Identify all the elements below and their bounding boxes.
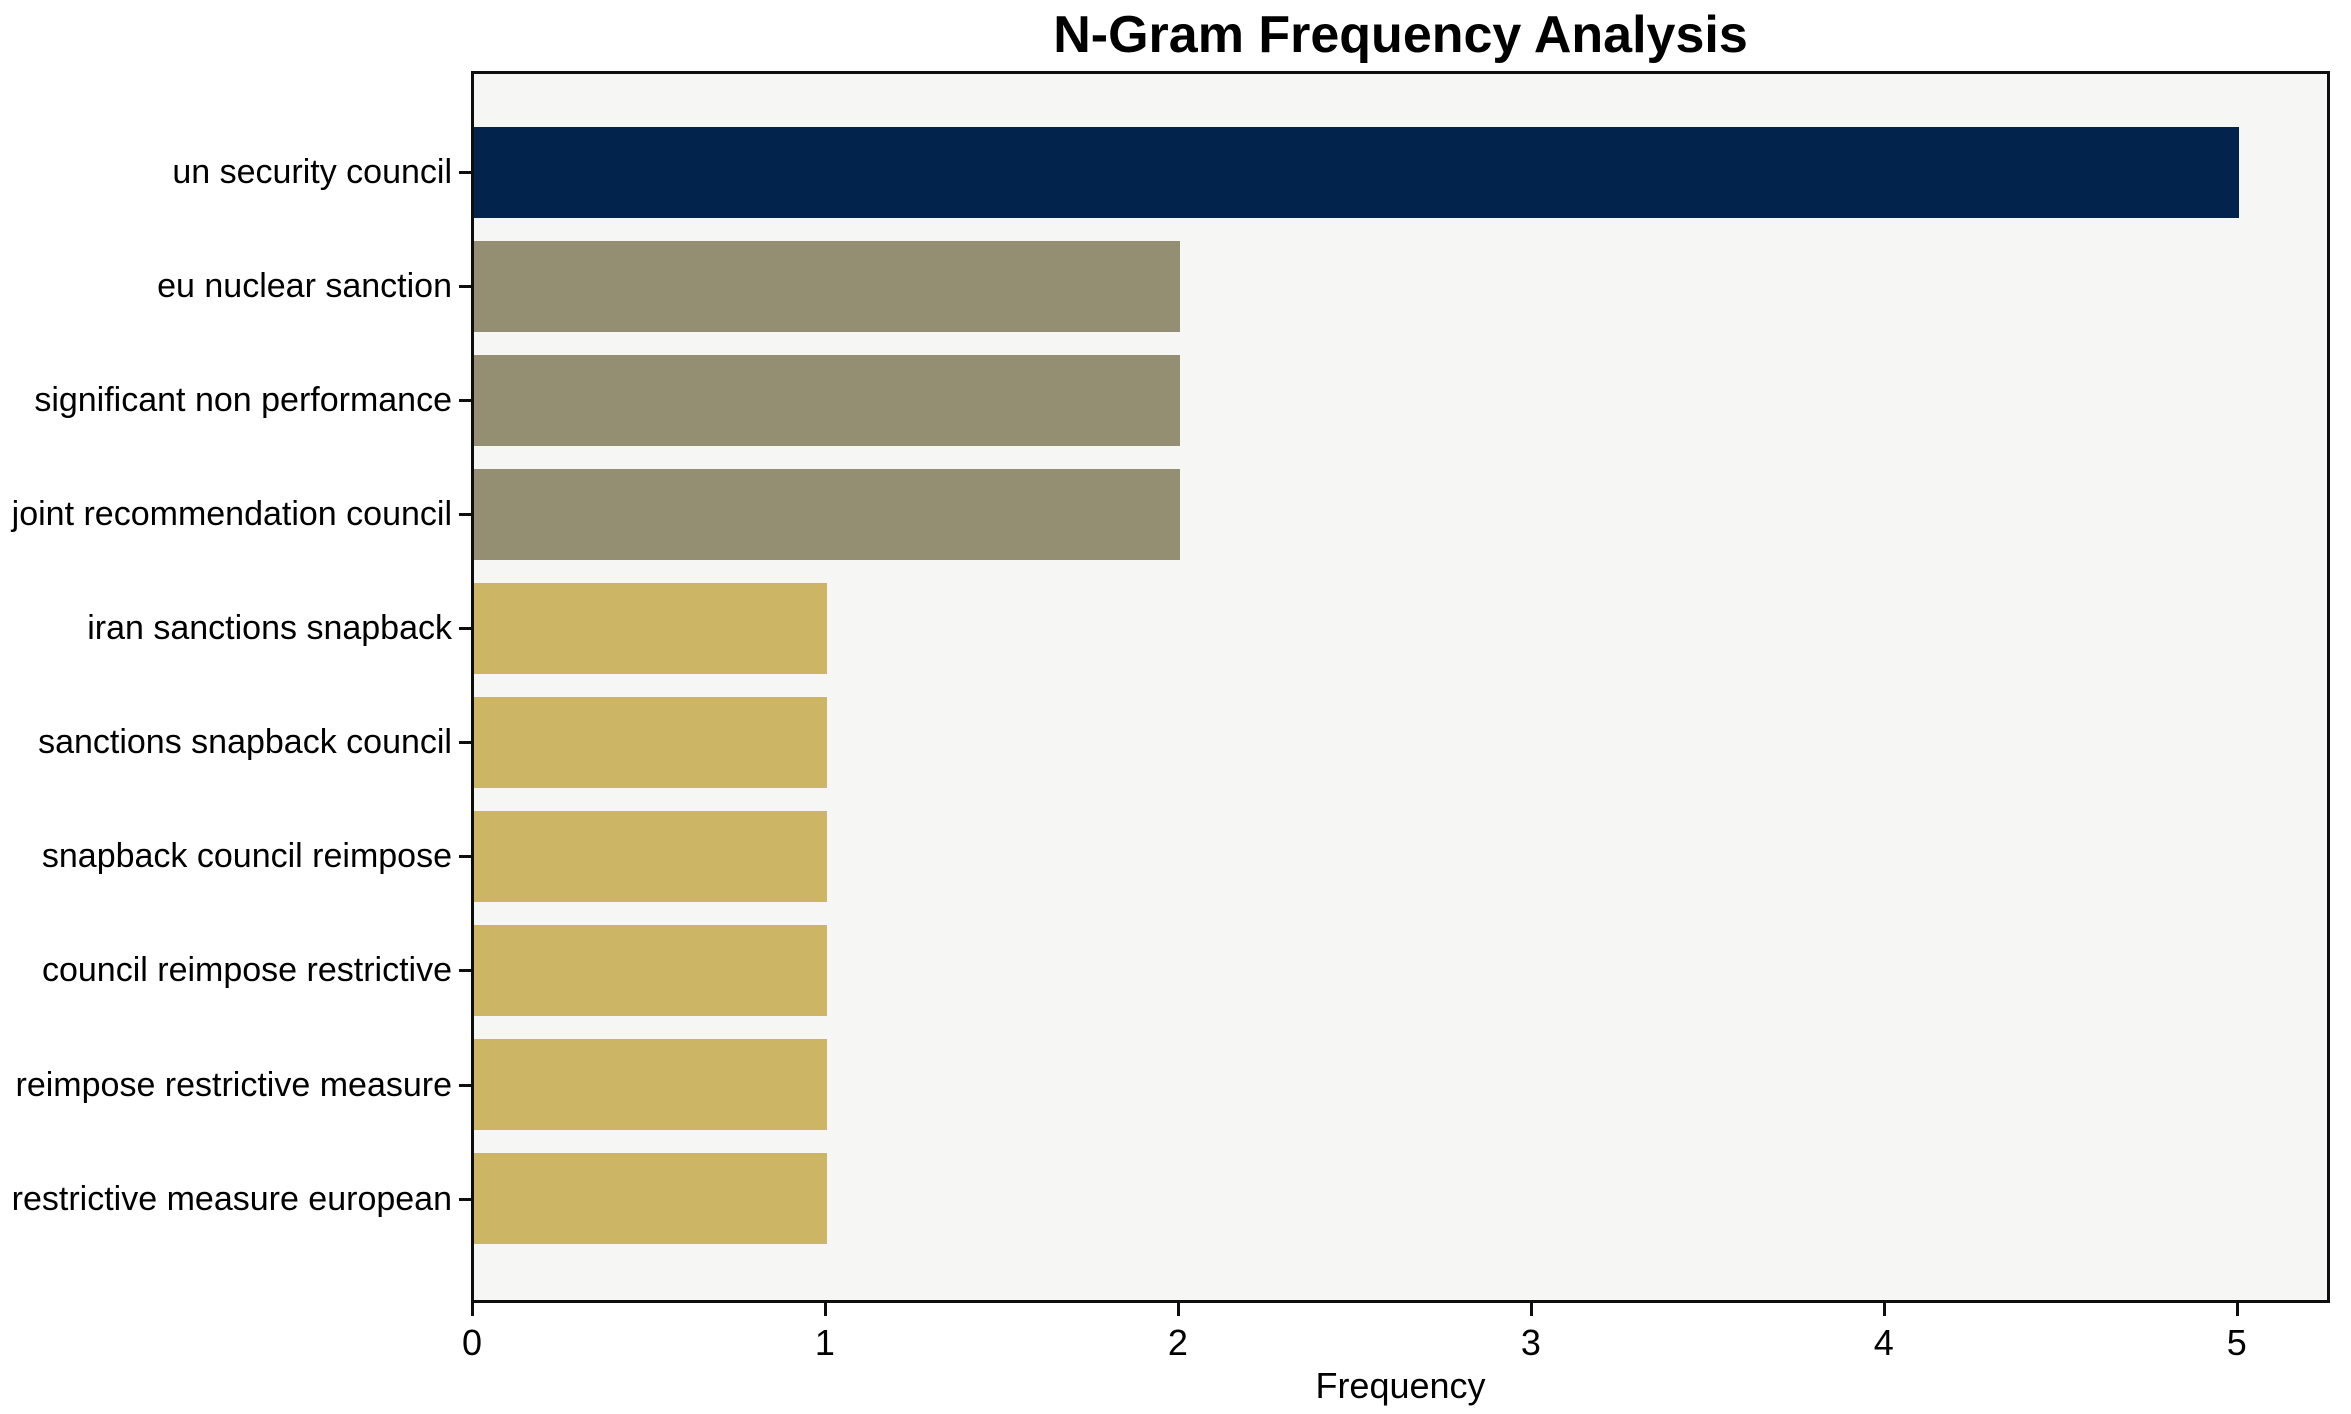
bar-joint-recommendation-council xyxy=(474,468,1180,560)
y-tick-mark xyxy=(459,969,471,973)
y-tick-mark xyxy=(459,285,471,289)
y-tick-label: joint recommendation council xyxy=(11,495,452,534)
x-tick-mark xyxy=(471,1303,474,1316)
y-tick-label: eu nuclear sanction xyxy=(157,267,452,306)
y-tick-label: snapback council reimpose xyxy=(41,837,452,876)
plot-area xyxy=(471,71,2330,1303)
y-tick-mark xyxy=(459,513,471,517)
y-tick-label: reimpose restrictive measure xyxy=(15,1065,452,1104)
bar-significant-non-performance xyxy=(474,354,1180,446)
y-tick-mark xyxy=(459,741,471,745)
bar-reimpose-restrictive-measure xyxy=(474,1039,827,1131)
y-tick-label: sanctions snapback council xyxy=(38,723,452,762)
bar-sanctions-snapback-council xyxy=(474,696,827,788)
y-tick-mark xyxy=(459,627,471,631)
x-tick-mark xyxy=(1529,1303,1533,1316)
y-tick-mark xyxy=(459,855,471,859)
y-tick-label: un security council xyxy=(172,153,452,191)
bar-restrictive-measure-european xyxy=(474,1153,827,1245)
y-tick-label: restrictive measure european xyxy=(11,1179,452,1218)
bar-iran-sanctions-snapback xyxy=(474,582,827,674)
x-tick-label: 1 xyxy=(814,1322,835,1363)
x-tick-label: 4 xyxy=(1873,1322,1894,1363)
x-tick-mark xyxy=(1176,1303,1180,1316)
x-tick-label: 3 xyxy=(1520,1322,1541,1363)
x-tick-label: 5 xyxy=(2226,1322,2247,1363)
bar-eu-nuclear-sanction xyxy=(474,240,1180,332)
bar-snapback-council-reimpose xyxy=(474,810,827,902)
y-tick-mark xyxy=(459,1197,471,1201)
y-tick-label: iran sanctions snapback xyxy=(87,609,452,648)
bar-council-reimpose-restrictive xyxy=(474,924,827,1016)
y-tick-label: significant non performance xyxy=(34,381,452,420)
x-tick-mark xyxy=(1882,1303,1886,1316)
x-tick-label: 0 xyxy=(461,1322,483,1363)
x-axis-label: Frequency xyxy=(1315,1365,1486,1406)
x-tick-mark xyxy=(823,1303,827,1316)
x-tick-mark xyxy=(2235,1303,2239,1316)
y-tick-mark xyxy=(459,171,471,174)
chart-title: N-Gram Frequency Analysis xyxy=(1053,6,1748,64)
y-tick-mark xyxy=(459,1083,471,1087)
x-tick-label: 2 xyxy=(1167,1322,1188,1363)
bar-un-security-council xyxy=(474,126,2239,218)
y-tick-mark xyxy=(459,399,471,403)
y-tick-label: council reimpose restrictive xyxy=(41,951,452,990)
